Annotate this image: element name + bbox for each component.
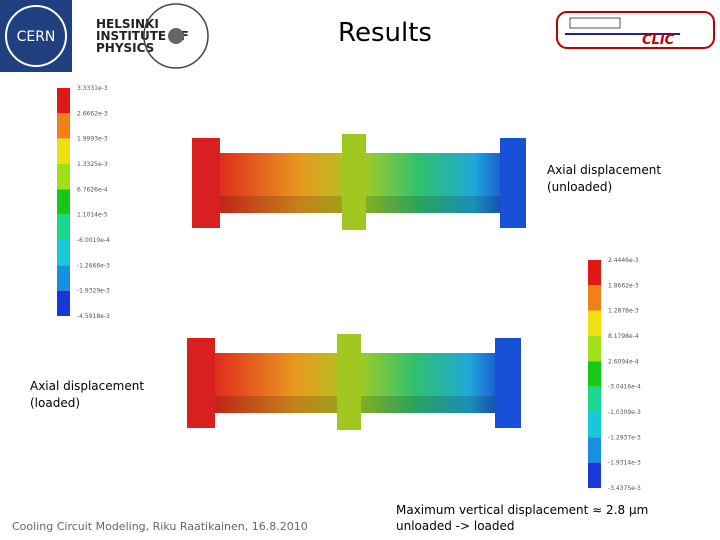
colorbar-label: -1.9314e-3 <box>608 460 641 467</box>
colorbar-label: 6.7626e-4 <box>77 186 108 193</box>
cern-logo <box>0 0 72 72</box>
clic-logo <box>556 11 715 49</box>
footer-right: Maximum vertical displacement ≈ 2.8 μm <box>396 503 648 517</box>
colorbar-segment <box>588 437 601 463</box>
colorbar-label: -1.0309e-3 <box>608 409 641 416</box>
colorbar-segment <box>588 361 601 387</box>
hip-dot <box>168 28 184 44</box>
hip-ring <box>143 3 209 69</box>
flange <box>187 338 215 428</box>
colorbar-label: 1.8662e-3 <box>608 282 639 289</box>
colorbar-label: 8.1798e-4 <box>608 333 639 340</box>
colorbar-label: -4.5918e-3 <box>77 313 110 320</box>
colorbar-segment <box>57 164 70 190</box>
figure-label: Axial displacement <box>547 163 661 177</box>
title: Results <box>338 18 432 48</box>
hip-text: PHYSICS <box>96 41 154 55</box>
colorbar-segment <box>57 290 70 316</box>
colorbar-label: 1.1014e-5 <box>77 212 108 219</box>
colorbar-segment <box>588 285 601 311</box>
colorbar-segment <box>588 336 601 362</box>
colorbar-segment <box>57 265 70 291</box>
hip-text: INSTITUTE OF <box>96 29 189 43</box>
flange <box>342 134 366 230</box>
colorbar-segment <box>57 113 70 139</box>
colorbar-segment <box>588 412 601 438</box>
colorbar-segment <box>588 462 601 488</box>
colorbar-segment <box>588 386 601 412</box>
colorbar-segment <box>588 260 601 286</box>
clic-text: CLIC <box>642 33 675 48</box>
colorbar-segment <box>57 138 70 164</box>
flange <box>500 138 526 228</box>
colorbar-segment <box>57 189 70 215</box>
flange <box>192 138 220 228</box>
colorbar-label: 2.4446e-3 <box>608 257 639 264</box>
colorbar-segment <box>57 214 70 240</box>
figure-label: Axial displacement <box>30 379 144 393</box>
footer-right: unloaded -> loaded <box>396 519 515 533</box>
colorbar-label: -1.2937e-3 <box>608 434 641 441</box>
colorbar-label: 1.3325e-3 <box>77 161 108 168</box>
colorbar-label: -3.4375e-3 <box>608 485 641 492</box>
flange <box>495 338 521 428</box>
colorbar-label: 3.3331e-3 <box>77 85 108 92</box>
colorbar-label: 2.6094e-4 <box>608 358 639 365</box>
hip-text: HELSINKI <box>96 17 159 31</box>
colorbar-label: -1.2666e-3 <box>77 262 110 269</box>
cern-ring <box>5 5 67 67</box>
colorbar-label: -3.0416e-4 <box>608 384 641 391</box>
flange <box>337 334 361 430</box>
colorbar-label: -6.0010e-4 <box>77 237 110 244</box>
clic-sketch <box>569 17 621 29</box>
figure-label: (unloaded) <box>547 180 612 194</box>
colorbar-segment <box>57 88 70 114</box>
footer-left: Cooling Circuit Modeling, Riku Raatikain… <box>12 520 308 533</box>
colorbar-segment <box>57 240 70 266</box>
figure-label: (loaded) <box>30 396 80 410</box>
cern-text: CERN <box>17 29 56 45</box>
colorbar-label: 2.6662e-3 <box>77 110 108 117</box>
colorbar-label: 1.2878e-3 <box>608 308 639 315</box>
colorbar-label: -1.9329e-3 <box>77 288 110 295</box>
colorbar-label: 1.9993e-3 <box>77 136 108 143</box>
colorbar-segment <box>588 310 601 336</box>
